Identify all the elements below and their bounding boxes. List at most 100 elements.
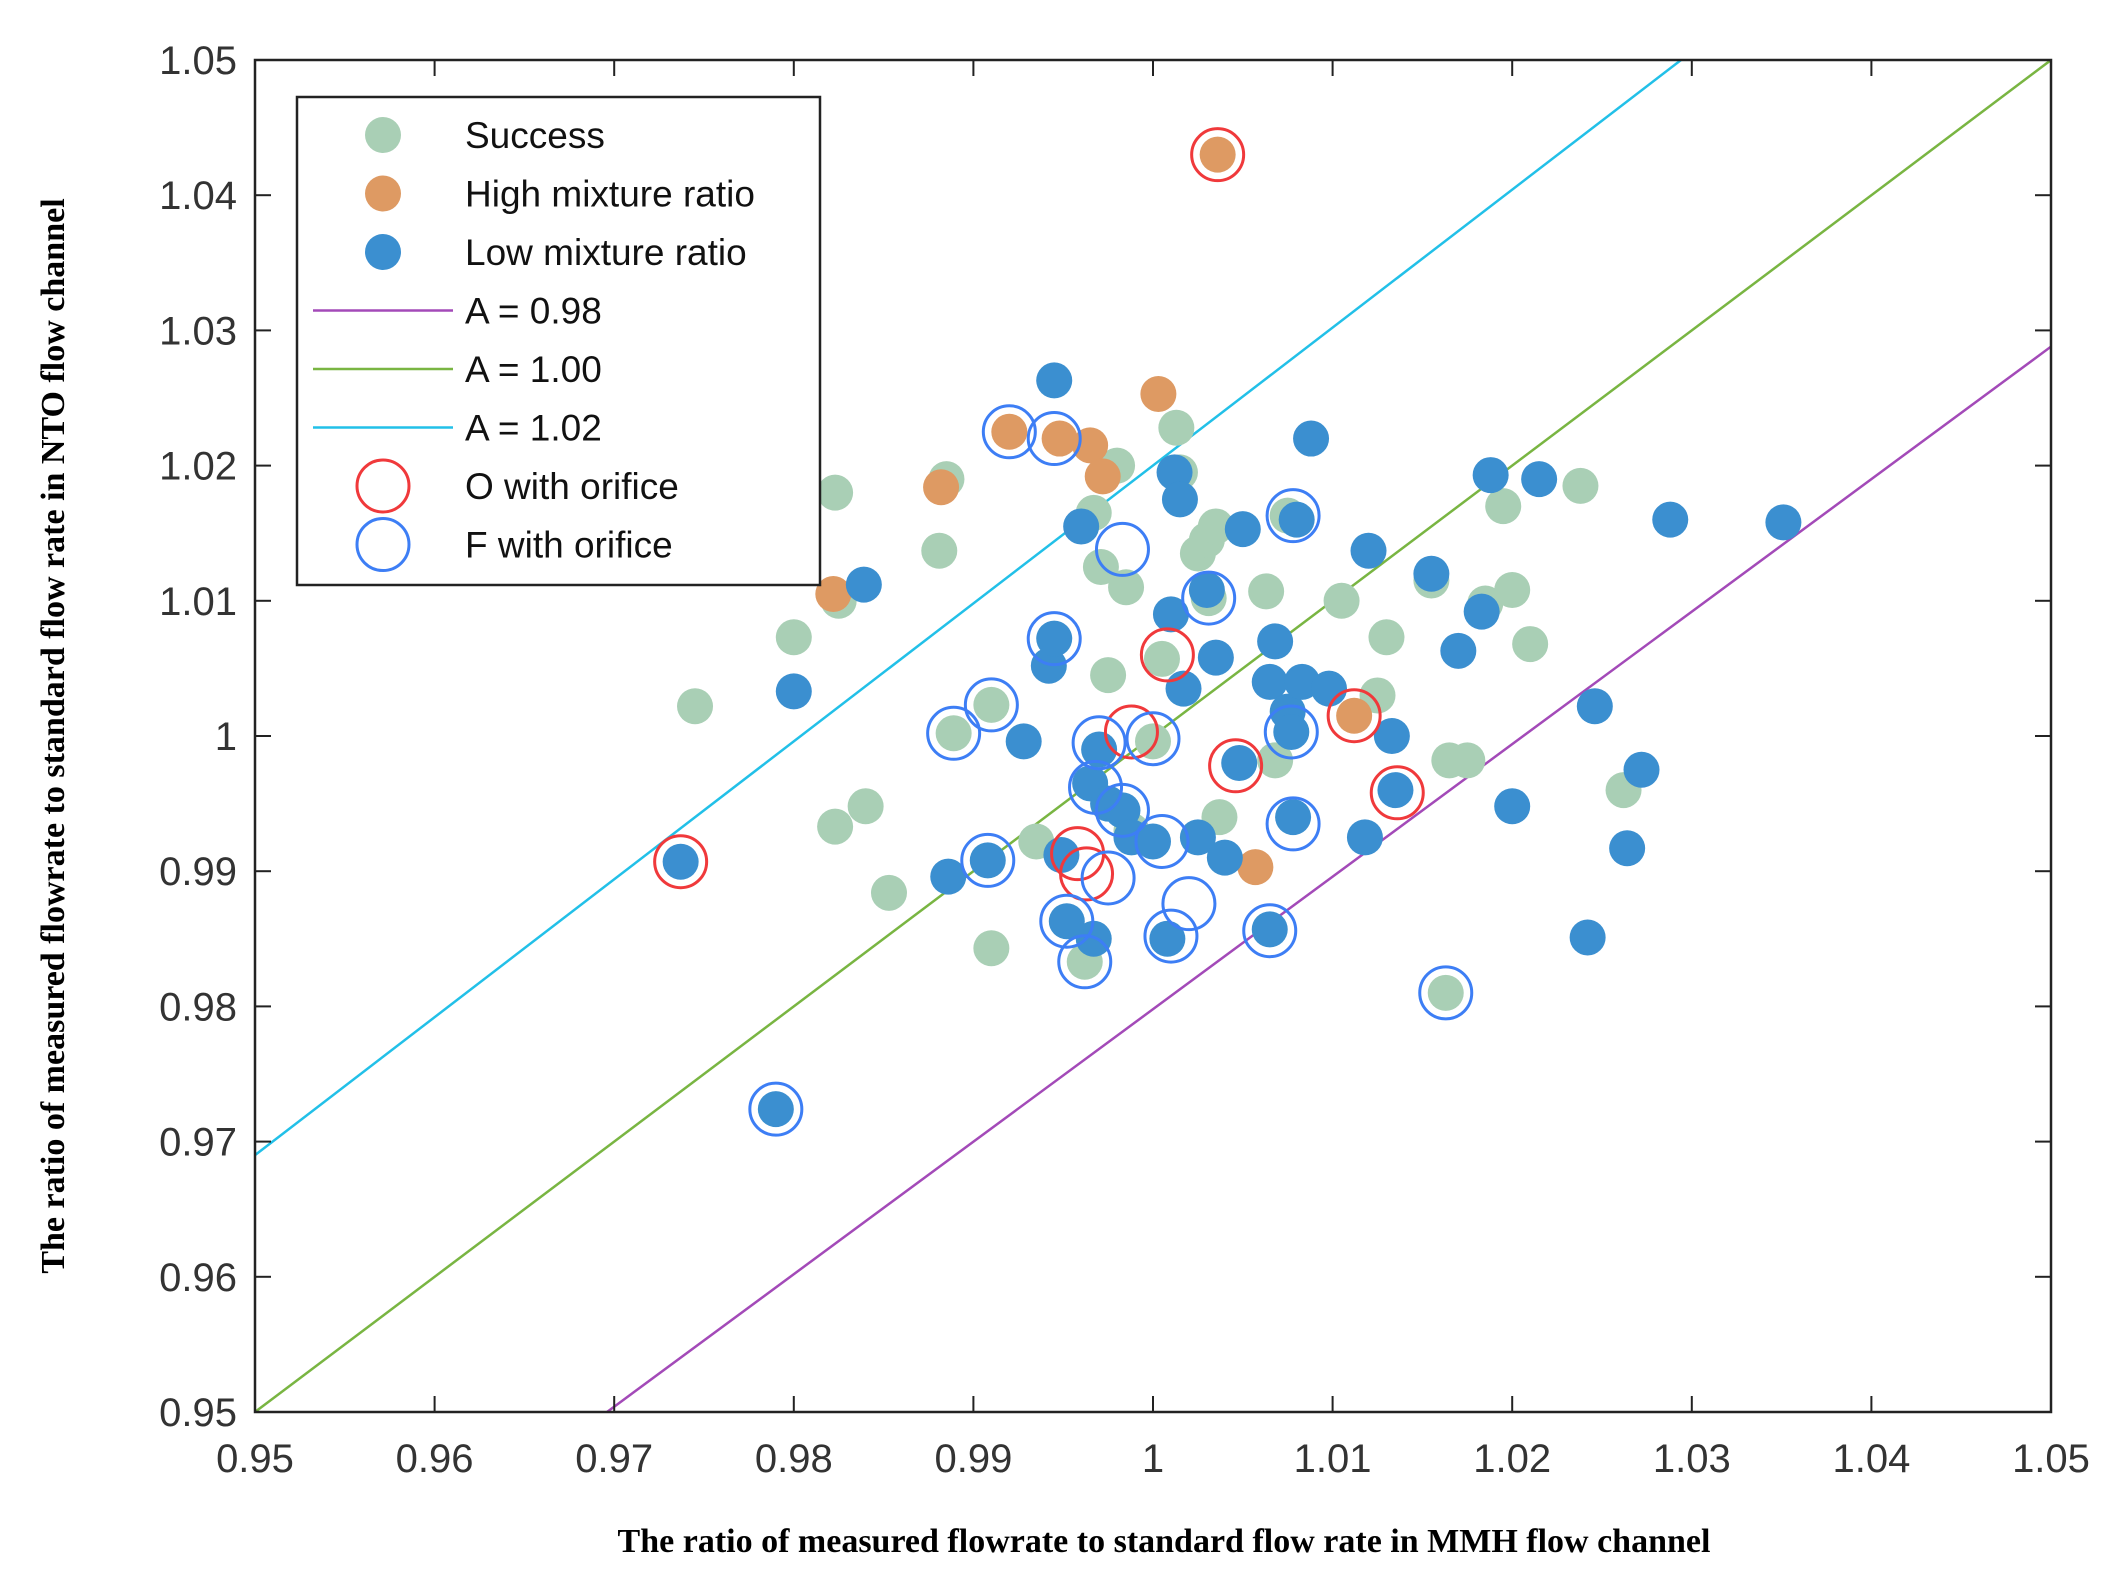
legend-item-high-mixture-ratio: High mixture ratio <box>365 174 755 215</box>
point-success <box>1248 573 1285 610</box>
x-axis-title: The ratio of measured flowrate to standa… <box>618 1523 1711 1560</box>
x-tick-label: 1.02 <box>1473 1437 1551 1481</box>
point-low-mixture-ratio <box>757 1091 794 1128</box>
point-low-mixture-ratio <box>1030 647 1067 684</box>
ring-f-with-orifice <box>963 677 1019 733</box>
legend-marker <box>355 517 411 572</box>
legend-marker <box>365 234 401 270</box>
point-low-mixture-ratio <box>1463 593 1500 630</box>
point-low-mixture-ratio <box>1609 830 1646 867</box>
x-tick-label: 1.05 <box>2012 1437 2090 1481</box>
point-success <box>1197 508 1234 545</box>
point-success <box>1108 569 1145 606</box>
ring-o-with-orifice <box>1103 704 1159 760</box>
point-low-mixture-ratio <box>930 858 967 895</box>
y-tick-label: 0.97 <box>159 1121 237 1165</box>
y-tick-label: 0.95 <box>159 1391 237 1435</box>
y-tick-label: 0.96 <box>159 1256 237 1300</box>
x-tick-label: 1.03 <box>1653 1437 1731 1481</box>
point-high-mixture-ratio <box>991 413 1028 450</box>
point-success <box>921 532 958 569</box>
point-success <box>1359 677 1396 714</box>
point-low-mixture-ratio <box>1251 911 1288 948</box>
point-low-mixture-ratio <box>1652 501 1689 538</box>
point-low-mixture-ratio <box>1224 511 1261 548</box>
x-tick-label: 0.99 <box>934 1437 1012 1481</box>
point-success <box>1512 626 1549 663</box>
ring-o-with-orifice <box>1139 627 1195 683</box>
y-tick-label: 1 <box>215 715 237 759</box>
point-success <box>1082 549 1119 585</box>
point-low-mixture-ratio <box>1156 454 1193 491</box>
point-success <box>935 715 972 752</box>
legend-label: A = 1.02 <box>465 408 602 449</box>
legend-item-success: Success <box>365 115 605 156</box>
ring-f-with-orifice <box>1265 488 1321 544</box>
x-tick-label: 1.01 <box>1294 1437 1372 1481</box>
legend-item-low-mixture-ratio: Low mixture ratio <box>365 232 747 273</box>
x-tick-label: 0.95 <box>216 1437 294 1481</box>
point-high-mixture-ratio <box>1336 697 1373 734</box>
point-success <box>1158 409 1195 446</box>
ring-o-with-orifice <box>1369 765 1425 821</box>
ring-f-with-orifice <box>1161 876 1217 932</box>
point-success <box>847 788 884 825</box>
point-high-mixture-ratio <box>923 469 960 506</box>
legend-label: F with orifice <box>465 525 673 566</box>
legend-label: O with orifice <box>465 466 679 507</box>
point-low-mixture-ratio <box>1413 555 1450 592</box>
legend-label: Success <box>465 115 605 156</box>
point-low-mixture-ratio <box>1273 713 1310 750</box>
point-low-mixture-ratio <box>1521 461 1558 498</box>
legend-marker <box>365 175 401 212</box>
point-high-mixture-ratio <box>1140 375 1177 412</box>
point-low-mixture-ratio <box>1284 663 1321 700</box>
point-low-mixture-ratio <box>1440 632 1477 669</box>
ring-f-with-orifice <box>981 404 1037 460</box>
orifice-markers <box>653 127 1474 1137</box>
point-low-mixture-ratio <box>1197 639 1234 676</box>
point-success <box>1494 571 1531 608</box>
y-tick-label: 1.03 <box>159 309 237 353</box>
point-success <box>870 874 907 911</box>
point-low-mixture-ratio <box>1569 919 1606 956</box>
legend-label: Low mixture ratio <box>465 232 747 273</box>
ring-f-with-orifice <box>1026 411 1082 467</box>
x-tick-label: 0.98 <box>755 1437 833 1481</box>
y-axis-title: The ratio of measured flowrate to standa… <box>35 198 72 1273</box>
ring-f-with-orifice <box>1418 965 1474 1021</box>
point-low-mixture-ratio <box>1278 501 1315 538</box>
point-low-mixture-ratio <box>662 843 699 880</box>
point-low-mixture-ratio <box>1149 920 1186 957</box>
legend-item-o-with-orifice: O with orifice <box>355 458 679 514</box>
ring-f-with-orifice <box>1181 570 1237 626</box>
point-high-mixture-ratio <box>1072 427 1109 464</box>
point-low-mixture-ratio <box>969 842 1006 879</box>
point-low-mixture-ratio <box>1311 670 1348 707</box>
data-points <box>662 136 1802 1128</box>
ring-f-with-orifice <box>1071 715 1127 771</box>
ring-f-with-orifice <box>1134 813 1190 869</box>
line-a-1-02 <box>255 60 1682 1157</box>
point-low-mixture-ratio <box>1221 745 1258 782</box>
y-tick-label: 1.01 <box>159 580 237 624</box>
point-success <box>817 474 854 511</box>
point-low-mixture-ratio <box>1293 420 1330 457</box>
point-success <box>1368 619 1405 656</box>
ring-o-with-orifice <box>1208 738 1264 794</box>
point-success <box>973 686 1010 723</box>
ring-f-with-orifice <box>1057 934 1113 990</box>
ring-f-with-orifice <box>1094 782 1150 838</box>
point-low-mixture-ratio <box>1257 623 1294 660</box>
point-low-mixture-ratio <box>1005 723 1042 760</box>
y-tick-label: 1.05 <box>159 39 237 83</box>
point-low-mixture-ratio <box>1048 903 1085 940</box>
point-success <box>817 808 854 845</box>
y-tick-label: 0.98 <box>159 985 237 1029</box>
point-success <box>1323 582 1360 619</box>
point-low-mixture-ratio <box>1346 819 1383 856</box>
legend-label: A = 1.00 <box>465 349 602 390</box>
x-tick-label: 1 <box>1142 1437 1164 1481</box>
ring-f-with-orifice <box>1080 850 1136 906</box>
ring-f-with-orifice <box>1094 521 1150 577</box>
